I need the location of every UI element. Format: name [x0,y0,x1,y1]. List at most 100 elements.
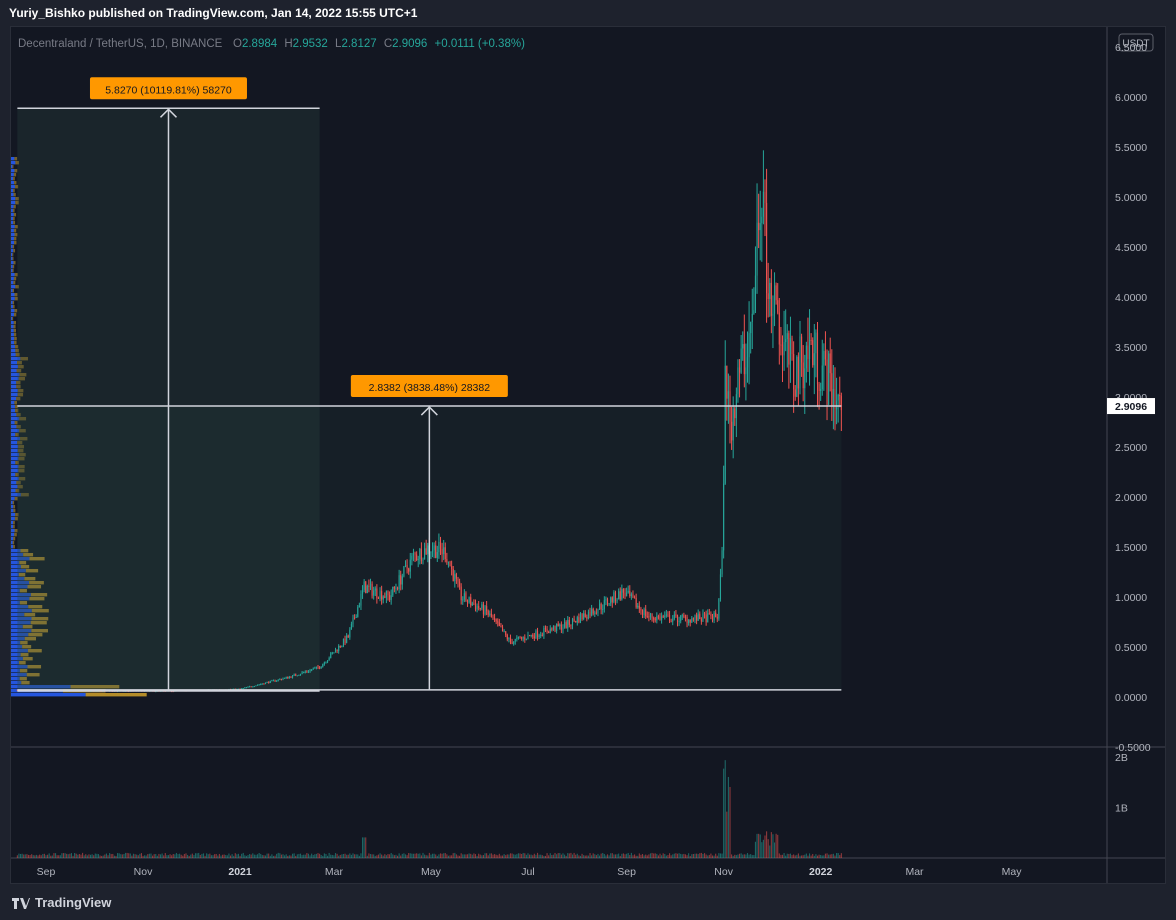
candle-body [818,384,820,392]
profile-bar [11,685,71,689]
candle-body [711,616,714,621]
candle-body [797,356,799,389]
candle-body [427,545,429,555]
volume-bar [412,853,415,858]
volume-bar [436,855,438,858]
volume-bar [586,855,588,858]
footer-bar: TradingView [0,884,1176,920]
profile-bar [13,277,17,281]
candle-body [304,671,306,673]
profile-bar [11,493,21,497]
volume-bar [194,853,197,858]
profile-bar [11,581,30,585]
volume-bar [155,853,157,858]
profile-bar [11,213,14,217]
volume-bar [97,854,100,858]
profile-bar [15,197,19,201]
price-axis[interactable]: 6.5000 6.0000 5.5000 5.0000 4.5000 4.0000 3.50… [1115,42,1151,754]
tradingview-logo[interactable]: TradingView [12,895,111,910]
volume-bar [608,855,610,858]
volume-bar [288,855,290,858]
candle-body [492,617,494,619]
profile-bar [11,401,15,405]
candle-body [756,222,758,276]
profile-bar [12,253,14,257]
volume-bar [218,853,220,858]
volume-bar [435,854,437,858]
volume-bar [780,854,782,858]
profile-bar [11,677,20,681]
volume-axis[interactable]: 2B 1B [1115,752,1128,814]
candle-body [463,593,465,600]
volume-bar [511,853,513,858]
volume-bar [788,853,790,858]
measure-label-box[interactable] [350,375,508,398]
candle-body [578,617,580,623]
candle-body [723,483,725,551]
time-tick-label: May [1002,866,1023,878]
candle-body [594,612,596,614]
volume-bar [783,853,785,858]
chart-canvas[interactable]: 5.8270 (10119.81%) 58270 2.8382 (3838.48%… [11,27,1165,883]
candle-body [487,610,489,615]
candle-body [691,618,693,623]
volume-bar [338,855,340,858]
candle-body [538,635,540,637]
candle-body [468,597,470,603]
candle-body [379,591,381,599]
volume-bar [705,854,707,858]
volume-bar [481,855,483,858]
profile-bar [11,453,20,457]
volume-bar [691,854,693,858]
volume-bar [131,855,133,858]
candle-body [516,637,518,640]
volume-bar [180,854,182,858]
profile-bar [11,429,20,433]
candle-body [260,684,262,686]
volume-bar [656,853,658,858]
volume-bar [527,853,529,858]
candle-body [672,618,674,622]
candle-body [783,342,785,356]
chart-frame[interactable]: 5.8270 (10119.81%) 58270 2.8382 (3838.48%… [10,26,1166,884]
profile-bar [11,609,32,613]
currency-badge-box[interactable] [1118,33,1154,52]
profile-bar [11,437,21,441]
volume-bar [226,855,228,858]
volume-bar [565,855,567,858]
measure-tools[interactable]: 5.8270 (10119.81%) 58270 2.8382 (3838.48%… [17,77,842,692]
candle-body [381,591,383,600]
measure-label-box[interactable] [89,77,247,100]
candle-body [562,627,564,630]
time-tick-label: May [421,866,442,878]
volume-bar [584,855,586,858]
volume-bar [689,855,691,858]
volume-bar [626,853,628,858]
candle-body [363,581,365,590]
profile-bar [12,301,15,305]
volume-bar [385,855,387,858]
volume-bar [533,853,535,858]
volume-bar [451,855,453,858]
candle-body [638,605,640,609]
candle-body [659,616,661,620]
candle-body [705,614,707,623]
volume-bar [42,853,44,858]
volume-bar [560,854,562,858]
volume-bar [169,854,171,858]
profile-bar [31,609,49,613]
volume-bar [603,853,605,858]
candle-body [591,608,593,616]
volume-bar [489,853,491,858]
volume-bar [742,854,744,858]
candle-body [680,615,682,622]
candle-body [344,638,346,643]
volume-bar [661,855,663,858]
current-price-tag-box [1107,398,1155,415]
volume-bar [587,855,589,858]
volume-bar [697,854,699,858]
candle-body [481,604,483,609]
candle-body [465,593,467,602]
time-axis[interactable]: Sep Nov 2021 Mar May Jul Sep Nov 2022 Mar May [37,866,1023,878]
currency-badge[interactable]: USDT [1122,39,1149,50]
